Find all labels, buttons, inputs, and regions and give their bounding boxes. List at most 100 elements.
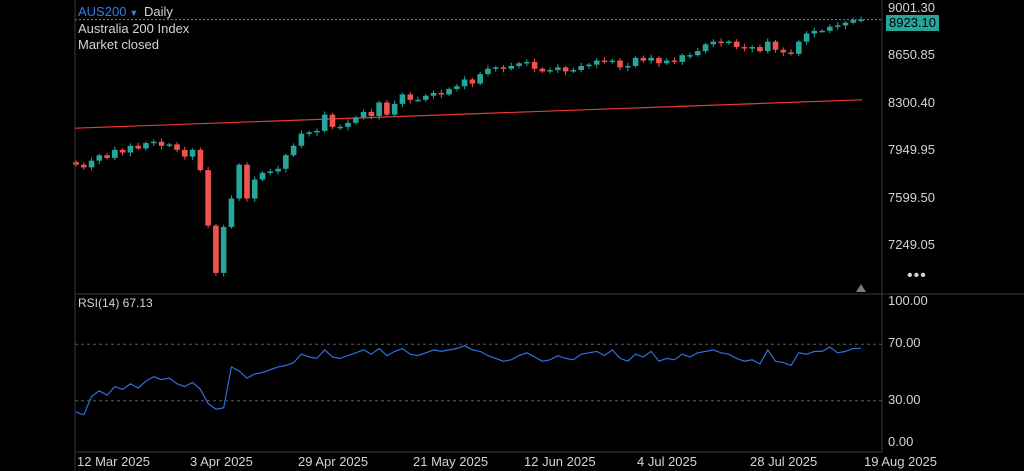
- candle-body: [500, 67, 507, 69]
- moving-average-path: [74, 99, 863, 129]
- candle-body: [516, 63, 522, 66]
- symbol-name[interactable]: AUS200: [78, 4, 127, 19]
- price-tick-label: 7599.50: [888, 189, 935, 205]
- time-tick-label: 12 Mar 2025: [77, 454, 150, 469]
- time-tick-label: 19 Aug 2025: [864, 454, 938, 469]
- candle-body: [345, 122, 351, 127]
- candle-body: [539, 68, 546, 72]
- candle-body: [687, 55, 693, 57]
- candle-body: [135, 145, 141, 149]
- candle-body: [80, 164, 87, 168]
- candle-body: [127, 145, 134, 153]
- candle-body: [632, 57, 639, 66]
- candle-body: [523, 61, 530, 64]
- candle-body: [143, 143, 149, 149]
- candle-body: [376, 102, 382, 117]
- candle-body: [726, 41, 732, 44]
- price-tick-label: 7949.95: [888, 142, 935, 158]
- candle-body: [407, 94, 414, 100]
- candlestick-series: [73, 16, 864, 277]
- candle-body: [757, 47, 763, 52]
- candle-body: [772, 41, 779, 50]
- candle-body: [73, 162, 79, 165]
- triangle-marker-icon: [856, 284, 866, 292]
- candle-body: [679, 55, 686, 62]
- candle-body: [477, 74, 483, 84]
- candle-body: [259, 172, 266, 180]
- candle-body: [741, 47, 748, 49]
- time-tick-label: 3 Apr 2025: [190, 454, 253, 469]
- time-tick-label: 28 Jul 2025: [750, 454, 818, 469]
- rsi-line: [75, 345, 862, 416]
- candle-body: [267, 171, 274, 173]
- candle-body: [710, 41, 717, 45]
- candle-body: [461, 79, 468, 87]
- candle-body: [298, 133, 305, 146]
- candle-body: [671, 60, 678, 63]
- candle-body: [656, 57, 662, 64]
- candle-body: [96, 155, 103, 161]
- market-status: Market closed: [78, 37, 159, 52]
- candle-body: [337, 126, 344, 129]
- candle-body: [842, 22, 849, 26]
- candle-body: [531, 61, 538, 69]
- candle-body: [694, 51, 701, 56]
- candle-body: [547, 70, 553, 72]
- candle-body: [415, 99, 421, 102]
- time-tick-label: 29 Apr 2025: [298, 454, 369, 469]
- candle-body: [384, 102, 390, 115]
- candle-body: [601, 60, 608, 63]
- candle-body: [438, 93, 445, 95]
- candle-body: [275, 168, 281, 172]
- candle-body: [251, 179, 258, 199]
- time-tick-label: 4 Jul 2025: [637, 454, 697, 469]
- rsi-tick-label: 0.00: [888, 434, 914, 449]
- candle-body: [764, 41, 771, 52]
- candle-body: [811, 30, 818, 34]
- candle-body: [88, 160, 95, 168]
- candle-body: [492, 67, 499, 69]
- candle-body: [648, 57, 654, 61]
- time-tick-label: 21 May 2025: [413, 454, 489, 469]
- candle-body: [213, 225, 219, 273]
- candle-body: [150, 141, 157, 144]
- more-options-icon[interactable]: •••: [907, 267, 927, 284]
- candle-body: [228, 198, 235, 227]
- rsi-indicator-label[interactable]: RSI(14) 67.13: [78, 296, 153, 310]
- grid-lines: [75, 19, 882, 402]
- candle-body: [834, 25, 841, 27]
- candle-body: [617, 60, 623, 68]
- candle-body: [593, 60, 600, 65]
- candle-body: [391, 103, 398, 115]
- candle-body: [555, 67, 561, 71]
- candle-body: [446, 88, 452, 95]
- candle-body: [368, 111, 375, 117]
- candle-body: [454, 86, 460, 89]
- interval-label[interactable]: Daily: [143, 4, 173, 19]
- candle-body: [640, 57, 647, 61]
- rsi-tick-label: 100.00: [888, 293, 928, 308]
- candle-body: [850, 19, 857, 23]
- candle-body: [508, 65, 515, 69]
- rsi-tick-label: 70.00: [888, 335, 921, 351]
- time-tick-label: 12 Jun 2025: [524, 454, 596, 469]
- candle-body: [182, 149, 188, 157]
- candle-body: [780, 49, 787, 53]
- chevron-down-icon[interactable]: ▼: [129, 8, 139, 18]
- candle-body: [197, 149, 204, 171]
- candle-body: [205, 170, 211, 226]
- candle-body: [609, 60, 616, 63]
- candle-body: [174, 144, 180, 150]
- rsi-series: [75, 345, 862, 416]
- candle-body: [803, 33, 810, 42]
- candle-body: [283, 155, 289, 169]
- candle-body: [733, 41, 740, 48]
- candle-body: [749, 47, 755, 49]
- candle-body: [236, 164, 243, 199]
- candle-body: [353, 117, 359, 123]
- candle-body: [718, 41, 724, 44]
- candle-body: [244, 164, 250, 199]
- candle-body: [166, 144, 173, 146]
- candle-body: [796, 41, 802, 54]
